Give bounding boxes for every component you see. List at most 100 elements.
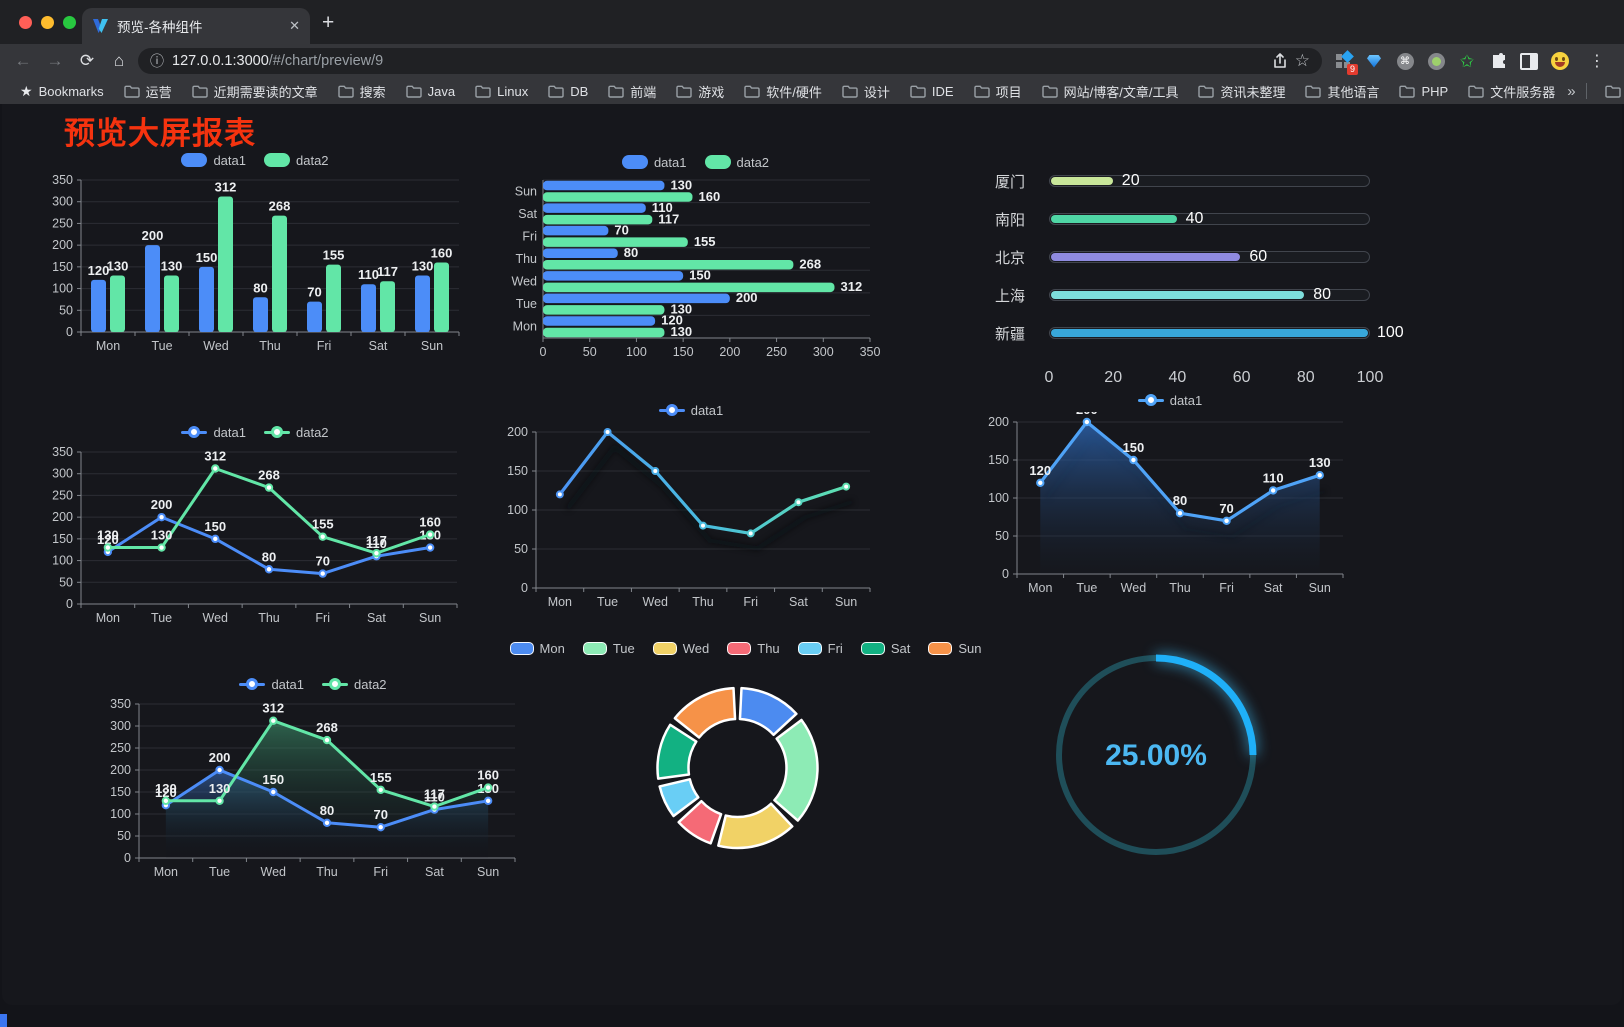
bookmark-item[interactable]: 网站/博客/文章/工具	[1034, 80, 1187, 103]
svg-text:268: 268	[316, 720, 338, 735]
chart-gradient-line[interactable]: data1 0 50 100 150 200 Mon Tue Wed Thu Fri Sat Sun	[502, 398, 880, 614]
extension-star-icon[interactable]: ✩	[1459, 51, 1475, 71]
forward-icon[interactable]: →	[46, 51, 64, 70]
window-minimize-button[interactable]	[41, 16, 54, 29]
legend-item[interactable]: data1	[239, 677, 304, 692]
bookmark-item[interactable]: IDE	[902, 80, 962, 103]
legend-item[interactable]: data1	[621, 155, 687, 170]
back-icon[interactable]: ←	[14, 51, 32, 70]
svg-text:117: 117	[424, 787, 445, 802]
extensions-puzzle-icon[interactable]	[1489, 52, 1507, 70]
legend-item[interactable]: Wed	[652, 641, 709, 656]
svg-text:Tue: Tue	[516, 297, 537, 311]
legend-item[interactable]: data2	[322, 677, 387, 692]
bookmark-item[interactable]: 项目	[966, 80, 1030, 103]
progress-row: 上海 80	[995, 276, 1370, 314]
url-host: 127.0.0.1:3000	[172, 53, 269, 69]
legend-item[interactable]: data1	[181, 425, 246, 440]
site-info-icon[interactable]: ⓘ	[150, 53, 164, 69]
bookmark-item[interactable]: 资讯未整理	[1190, 80, 1293, 103]
legend-item[interactable]: data2	[264, 153, 329, 168]
bookmarks-root[interactable]: ★ Bookmarks	[20, 82, 104, 99]
svg-text:200: 200	[736, 290, 758, 305]
legend-item[interactable]: data2	[704, 155, 769, 170]
svg-text:250: 250	[110, 741, 131, 755]
svg-text:Fri: Fri	[1219, 581, 1234, 595]
svg-text:160: 160	[419, 515, 441, 530]
svg-text:50: 50	[59, 575, 73, 589]
home-icon[interactable]: ⌂	[113, 51, 125, 70]
extension-grid-icon[interactable]: 9	[1334, 49, 1358, 75]
legend-item[interactable]: data1	[1137, 393, 1202, 408]
bookmark-item[interactable]: 近期需要读的文章	[184, 80, 326, 103]
legend-item[interactable]: Fri	[797, 641, 843, 656]
svg-text:200: 200	[52, 510, 73, 524]
tab-close-icon[interactable]: ✕	[289, 18, 300, 33]
legend-item[interactable]: Sun	[928, 641, 981, 656]
chart-ring-progress[interactable]: 25.00%	[1036, 635, 1276, 880]
svg-text:Wed: Wed	[203, 611, 229, 625]
tab-title: 预览-各种组件	[117, 20, 203, 35]
legend-item[interactable]: Thu	[727, 641, 780, 656]
svg-text:300: 300	[110, 719, 131, 733]
svg-text:50: 50	[583, 345, 597, 359]
other-bookmarks-folder[interactable]: 其他书签	[1597, 80, 1624, 103]
svg-text:Sat: Sat	[367, 611, 386, 625]
legend-item[interactable]: data2	[264, 425, 329, 440]
chart-donut[interactable]: Mon Tue Wed Thu Fri Sat Sun	[509, 636, 981, 881]
chart-progress-bars[interactable]: 厦门 20 南阳 40 北京 60 上海 80 新疆 100 0 20 40 60 80 100	[995, 152, 1404, 392]
bookmark-star-icon[interactable]: ☆	[1294, 51, 1310, 70]
url-path: /#/chart/preview/9	[268, 53, 384, 69]
bookmark-item[interactable]: 软件/硬件	[736, 80, 830, 103]
svg-text:50: 50	[514, 542, 528, 556]
svg-text:Sun: Sun	[421, 339, 443, 353]
window-zoom-button[interactable]	[63, 16, 76, 29]
folder-icon	[744, 85, 760, 98]
bookmark-item[interactable]: 搜索	[330, 80, 394, 103]
legend-item[interactable]: data1	[181, 153, 246, 168]
extension-command-icon[interactable]: ⌘	[1396, 52, 1414, 70]
browser-tab[interactable]: 预览-各种组件 ✕	[82, 8, 310, 44]
side-panel-icon[interactable]	[1520, 52, 1538, 70]
legend-item[interactable]: data1	[658, 403, 723, 418]
bookmark-item[interactable]: Java	[398, 80, 463, 103]
bookmark-item[interactable]: 文件服务器	[1460, 80, 1563, 103]
bookmarks-overflow-icon[interactable]: »	[1567, 82, 1576, 100]
bookmark-item[interactable]: 其他语言	[1297, 80, 1387, 103]
svg-text:70: 70	[373, 807, 387, 822]
bookmark-item[interactable]: PHP	[1391, 80, 1456, 103]
new-tab-button[interactable]: +	[322, 11, 335, 34]
favicon	[93, 18, 108, 33]
chart-grouped-bar[interactable]: data1 data2 0 50 100 150 200 250 300 350 Mon Tue Wed…	[45, 148, 465, 362]
bookmark-item[interactable]: 设计	[834, 80, 898, 103]
bookmark-item[interactable]: DB	[540, 80, 596, 103]
bookmark-item[interactable]: 运营	[116, 80, 180, 103]
legend-item[interactable]: Sat	[860, 641, 910, 656]
svg-text:155: 155	[370, 770, 392, 785]
extension-record-icon[interactable]	[1427, 52, 1445, 70]
extension-gem-icon[interactable]	[1365, 52, 1383, 70]
address-bar[interactable]: ⓘ 127.0.0.1:3000/#/chart/preview/9 ☆	[138, 48, 1322, 74]
chart-two-series-line[interactable]: data1 data2 0 50 100 150 200 250 300 350 Mon Tue Wed…	[45, 420, 465, 634]
svg-text:110: 110	[652, 200, 673, 215]
chart-two-series-area-line[interactable]: data1 data2 0 50 100 150 200 250 300 350 Mon Tue Wed…	[103, 672, 523, 888]
bookmark-item[interactable]: Linux	[467, 80, 536, 103]
chart-single-area-line[interactable]: data1 0 50 100 150 200 Mon Tue Wed Thu Fri Sat Sun 12…	[985, 388, 1355, 600]
svg-text:Tue: Tue	[151, 339, 172, 353]
folder-icon	[548, 85, 564, 98]
legend-item[interactable]: Mon	[509, 641, 565, 656]
browser-menu-icon[interactable]: ⋮	[1589, 53, 1605, 70]
bookmark-item[interactable]: 游戏	[668, 80, 732, 103]
chart-legend: data1 data2	[45, 148, 465, 172]
svg-text:0: 0	[124, 851, 131, 865]
folder-icon	[1604, 85, 1621, 98]
chart-horizontal-bar[interactable]: data1 data2 0 50 100 150 200 250 300 350 Sun 130 160…	[503, 150, 888, 366]
svg-text:120: 120	[155, 785, 177, 800]
bookmark-item[interactable]: 前端	[600, 80, 664, 103]
share-icon[interactable]	[1273, 53, 1287, 69]
reload-icon[interactable]: ⟳	[79, 51, 95, 70]
window-close-button[interactable]	[19, 16, 32, 29]
emoji-extension-icon[interactable]	[1551, 52, 1569, 70]
svg-text:350: 350	[110, 697, 131, 711]
legend-item[interactable]: Tue	[582, 641, 635, 656]
